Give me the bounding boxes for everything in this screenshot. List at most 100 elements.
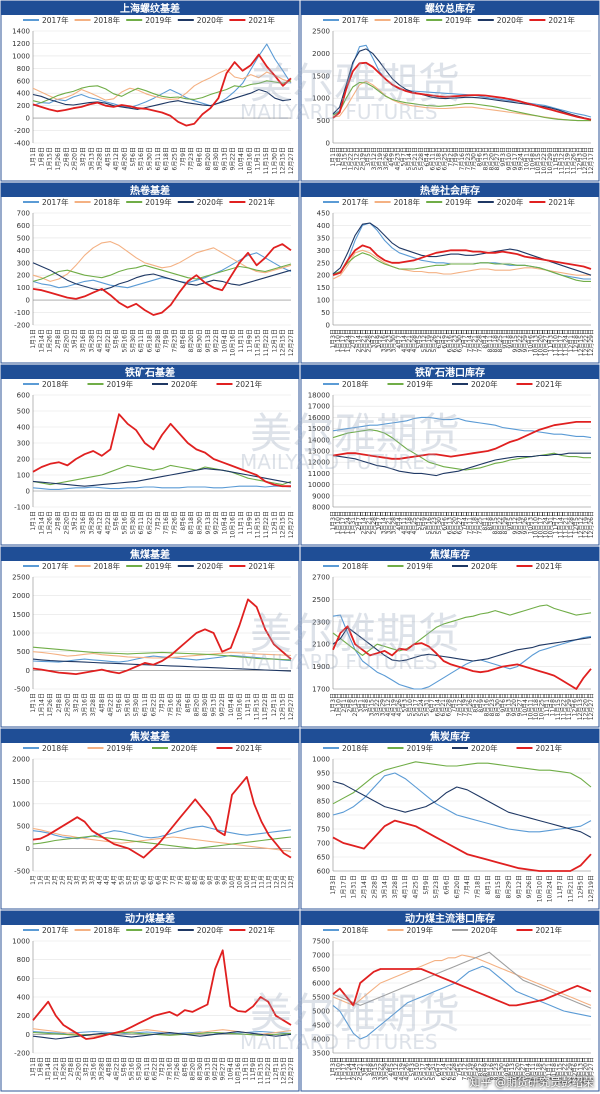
chart-2-series-5 xyxy=(332,61,592,121)
chart-12-xtick-31: 8月16日 xyxy=(488,1057,495,1080)
chart-5-ytick-8: 600 xyxy=(17,392,30,400)
chart-6-xtick-17: 4月25日 xyxy=(411,511,418,534)
chart-9-xtick-33: 11月 xyxy=(266,875,273,889)
chart-11-xtick-24: 9月13日 xyxy=(205,1057,212,1080)
chart-6-xtick-25: 6月20日 xyxy=(451,511,458,534)
chart-12-legend-label-4: 2021年 xyxy=(536,925,563,935)
chart-5-xtick-18: 7月26日 xyxy=(171,511,178,534)
chart-4-xtick-9: 3月2日 xyxy=(370,329,377,349)
chart-9-xtick-1: 1月 xyxy=(30,875,37,885)
chart-1-xtick-3: 1月15日 xyxy=(47,147,54,170)
chart-3-xtick-16: 6月28日 xyxy=(155,329,162,352)
chart-2-xtick-42: 11月26日 xyxy=(570,147,577,174)
chart-8-xtick-23: 7月5日 xyxy=(451,693,458,713)
chart-7-xtick-29: 12月1日 xyxy=(271,693,278,716)
chart-2-xtick-5: 2月12日 xyxy=(353,147,360,170)
chart-6-xtick-23: 6月6日 xyxy=(441,511,448,531)
chart-12-xtick-40: 10月18日 xyxy=(535,1057,542,1084)
chart-8-xtick-26: 7月26日 xyxy=(467,693,474,716)
chart-6-xtick-50: 12月12日 xyxy=(578,511,585,538)
chart-4-xtick-11: 3月16日 xyxy=(381,329,388,352)
chart-1-xtick-6: 2月20日 xyxy=(72,147,79,170)
chart-4-xtick-36: 9月8日 xyxy=(507,329,514,349)
chart-5-xtick-8: 3月28日 xyxy=(88,511,95,534)
chart-12-ytick-6: 6000 xyxy=(312,980,330,988)
chart-11-xtick-23: 8月30日 xyxy=(197,1057,204,1080)
chart-8-xtick-30: 8月23日 xyxy=(489,693,496,716)
chart-3-legend: 2017年 2018年 2019年 2020年 2021年 xyxy=(23,197,275,207)
chart-11-xtick-35: 12月27日 xyxy=(288,1057,295,1084)
chart-6-legend-label-2: 2019年 xyxy=(407,379,434,389)
chart-12-xtick-14: 4月19日 xyxy=(398,1057,405,1080)
chart-12-xtick-41: 10月25日 xyxy=(541,1057,548,1084)
chart-4-legend-label-2: 2018年 xyxy=(394,197,421,207)
chart-1-xtick-7: 3月2日 xyxy=(80,147,87,167)
chart-2-xtick-15: 5月21日 xyxy=(412,147,419,170)
chart-6-xtick-47: 11月21日 xyxy=(563,511,570,538)
chart-4-xtick-46: 11月17日 xyxy=(558,329,565,356)
chart-3-ytick-4: 100 xyxy=(17,284,30,292)
chart-9-legend-label-4: 2021年 xyxy=(236,743,263,753)
chart-4-xtick-44: 11月3日 xyxy=(548,329,555,352)
chart-1-ytick-10: 1400 xyxy=(12,28,30,36)
chart-2-xtick-13: 5月7日 xyxy=(400,147,407,167)
chart-11-xtick-22: 8月20日 xyxy=(189,1057,196,1080)
chart-1-xtick-21: 8月6日 xyxy=(196,147,203,167)
chart-4-xtick-43: 10月27日 xyxy=(542,329,549,356)
chart-3-xtick-7: 3月16日 xyxy=(80,329,87,352)
chart-6-xtick-37: 9月12日 xyxy=(512,511,519,534)
chart-12-xtick-23: 6月21日 xyxy=(446,1057,453,1080)
chart-1-xtick-10: 4月5日 xyxy=(105,147,112,167)
chart-5-ytick-2: 0 xyxy=(26,488,30,496)
chart-3-xtick-23: 9月22日 xyxy=(213,329,220,352)
chart-2-xtick-41: 11月19日 xyxy=(565,147,572,174)
chart-10-title: 焦炭库存 xyxy=(429,730,470,743)
chart-1-series-5 xyxy=(32,53,292,127)
chart-12-xtick-34: 9月6日 xyxy=(504,1057,511,1077)
chart-12-xtick-33: 8月30日 xyxy=(498,1057,505,1080)
chart-6-ytick-2: 9000 xyxy=(312,492,330,500)
chart-4-ytick-1: 0 xyxy=(326,322,330,330)
chart-4-title-bar xyxy=(301,183,599,197)
chart-2-xtick-9: 3月19日 xyxy=(377,147,384,170)
chart-8-xtick-48: 12月27日 xyxy=(588,693,595,720)
chart-1-ytick-1: -400 xyxy=(14,140,30,148)
chart-9-xtick-30: 10月 xyxy=(244,875,251,889)
chart-9-xtick-35: 12月 xyxy=(281,875,288,889)
chart-6-xtick-2: 1月10日 xyxy=(335,511,342,534)
chart-10-ytick-9: 1000 xyxy=(312,756,330,764)
chart-2-xtick-11: 4月9日 xyxy=(389,147,396,167)
chart-9-xtick-22: 8月 xyxy=(185,875,192,885)
chart-4-legend: 2017年 2018年 2019年 2020年 2021年 xyxy=(323,197,575,207)
chart-11-xtick-30: 11月9日 xyxy=(250,1057,257,1080)
chart-4-xtick-30: 7月28日 xyxy=(477,329,484,352)
chart-8-xtick-46: 12月13日 xyxy=(577,693,584,720)
chart-3-xtick-28: 11月15日 xyxy=(255,329,262,356)
chart-8-xtick-42: 11月15日 xyxy=(555,693,562,720)
chart-5-ytick-4: 200 xyxy=(17,456,30,464)
chart-8-xtick-16: 5月17日 xyxy=(412,693,419,716)
chart-5-xtick-4: 2月8日 xyxy=(55,511,62,531)
chart-4-xtick-52: 12月29日 xyxy=(588,329,595,356)
chart-5-xtick-22: 9月13日 xyxy=(205,511,212,534)
chart-2-xtick-44: 12月10日 xyxy=(582,147,589,174)
chart-12-series-3 xyxy=(332,951,592,1009)
chart-7-legend-label-5: 2021年 xyxy=(248,561,275,571)
chart-2-xtick-4: 1月22日 xyxy=(348,147,355,170)
chart-3-xtick-13: 5月30日 xyxy=(130,329,137,352)
chart-2-xtick-16: 5月28日 xyxy=(418,147,425,170)
chart-6-legend-label-1: 2018年 xyxy=(342,379,369,389)
chart-10-xtick-10: 5月9日 xyxy=(423,875,430,895)
chart-8-legend-label-3: 2020年 xyxy=(471,561,498,571)
chart-12-xtick-24: 6月28日 xyxy=(451,1057,458,1080)
chart-6-ytick-11: 18000 xyxy=(308,392,330,400)
chart-10-xtick-13: 6月20日 xyxy=(454,875,461,898)
chart-1-xtick-13: 5月6日 xyxy=(130,147,137,167)
chart-5-xtick-10: 4月22日 xyxy=(105,511,112,534)
chart-4-xtick-12: 3月23日 xyxy=(386,329,393,352)
chart-4-xtick-10: 3月9日 xyxy=(376,329,383,349)
chart-2-xtick-27: 8月13日 xyxy=(482,147,489,170)
chart-8-xtick-8: 3月15日 xyxy=(368,693,375,716)
chart-8-series-3 xyxy=(332,626,592,662)
chart-7-xtick-25: 10月16日 xyxy=(236,693,243,720)
